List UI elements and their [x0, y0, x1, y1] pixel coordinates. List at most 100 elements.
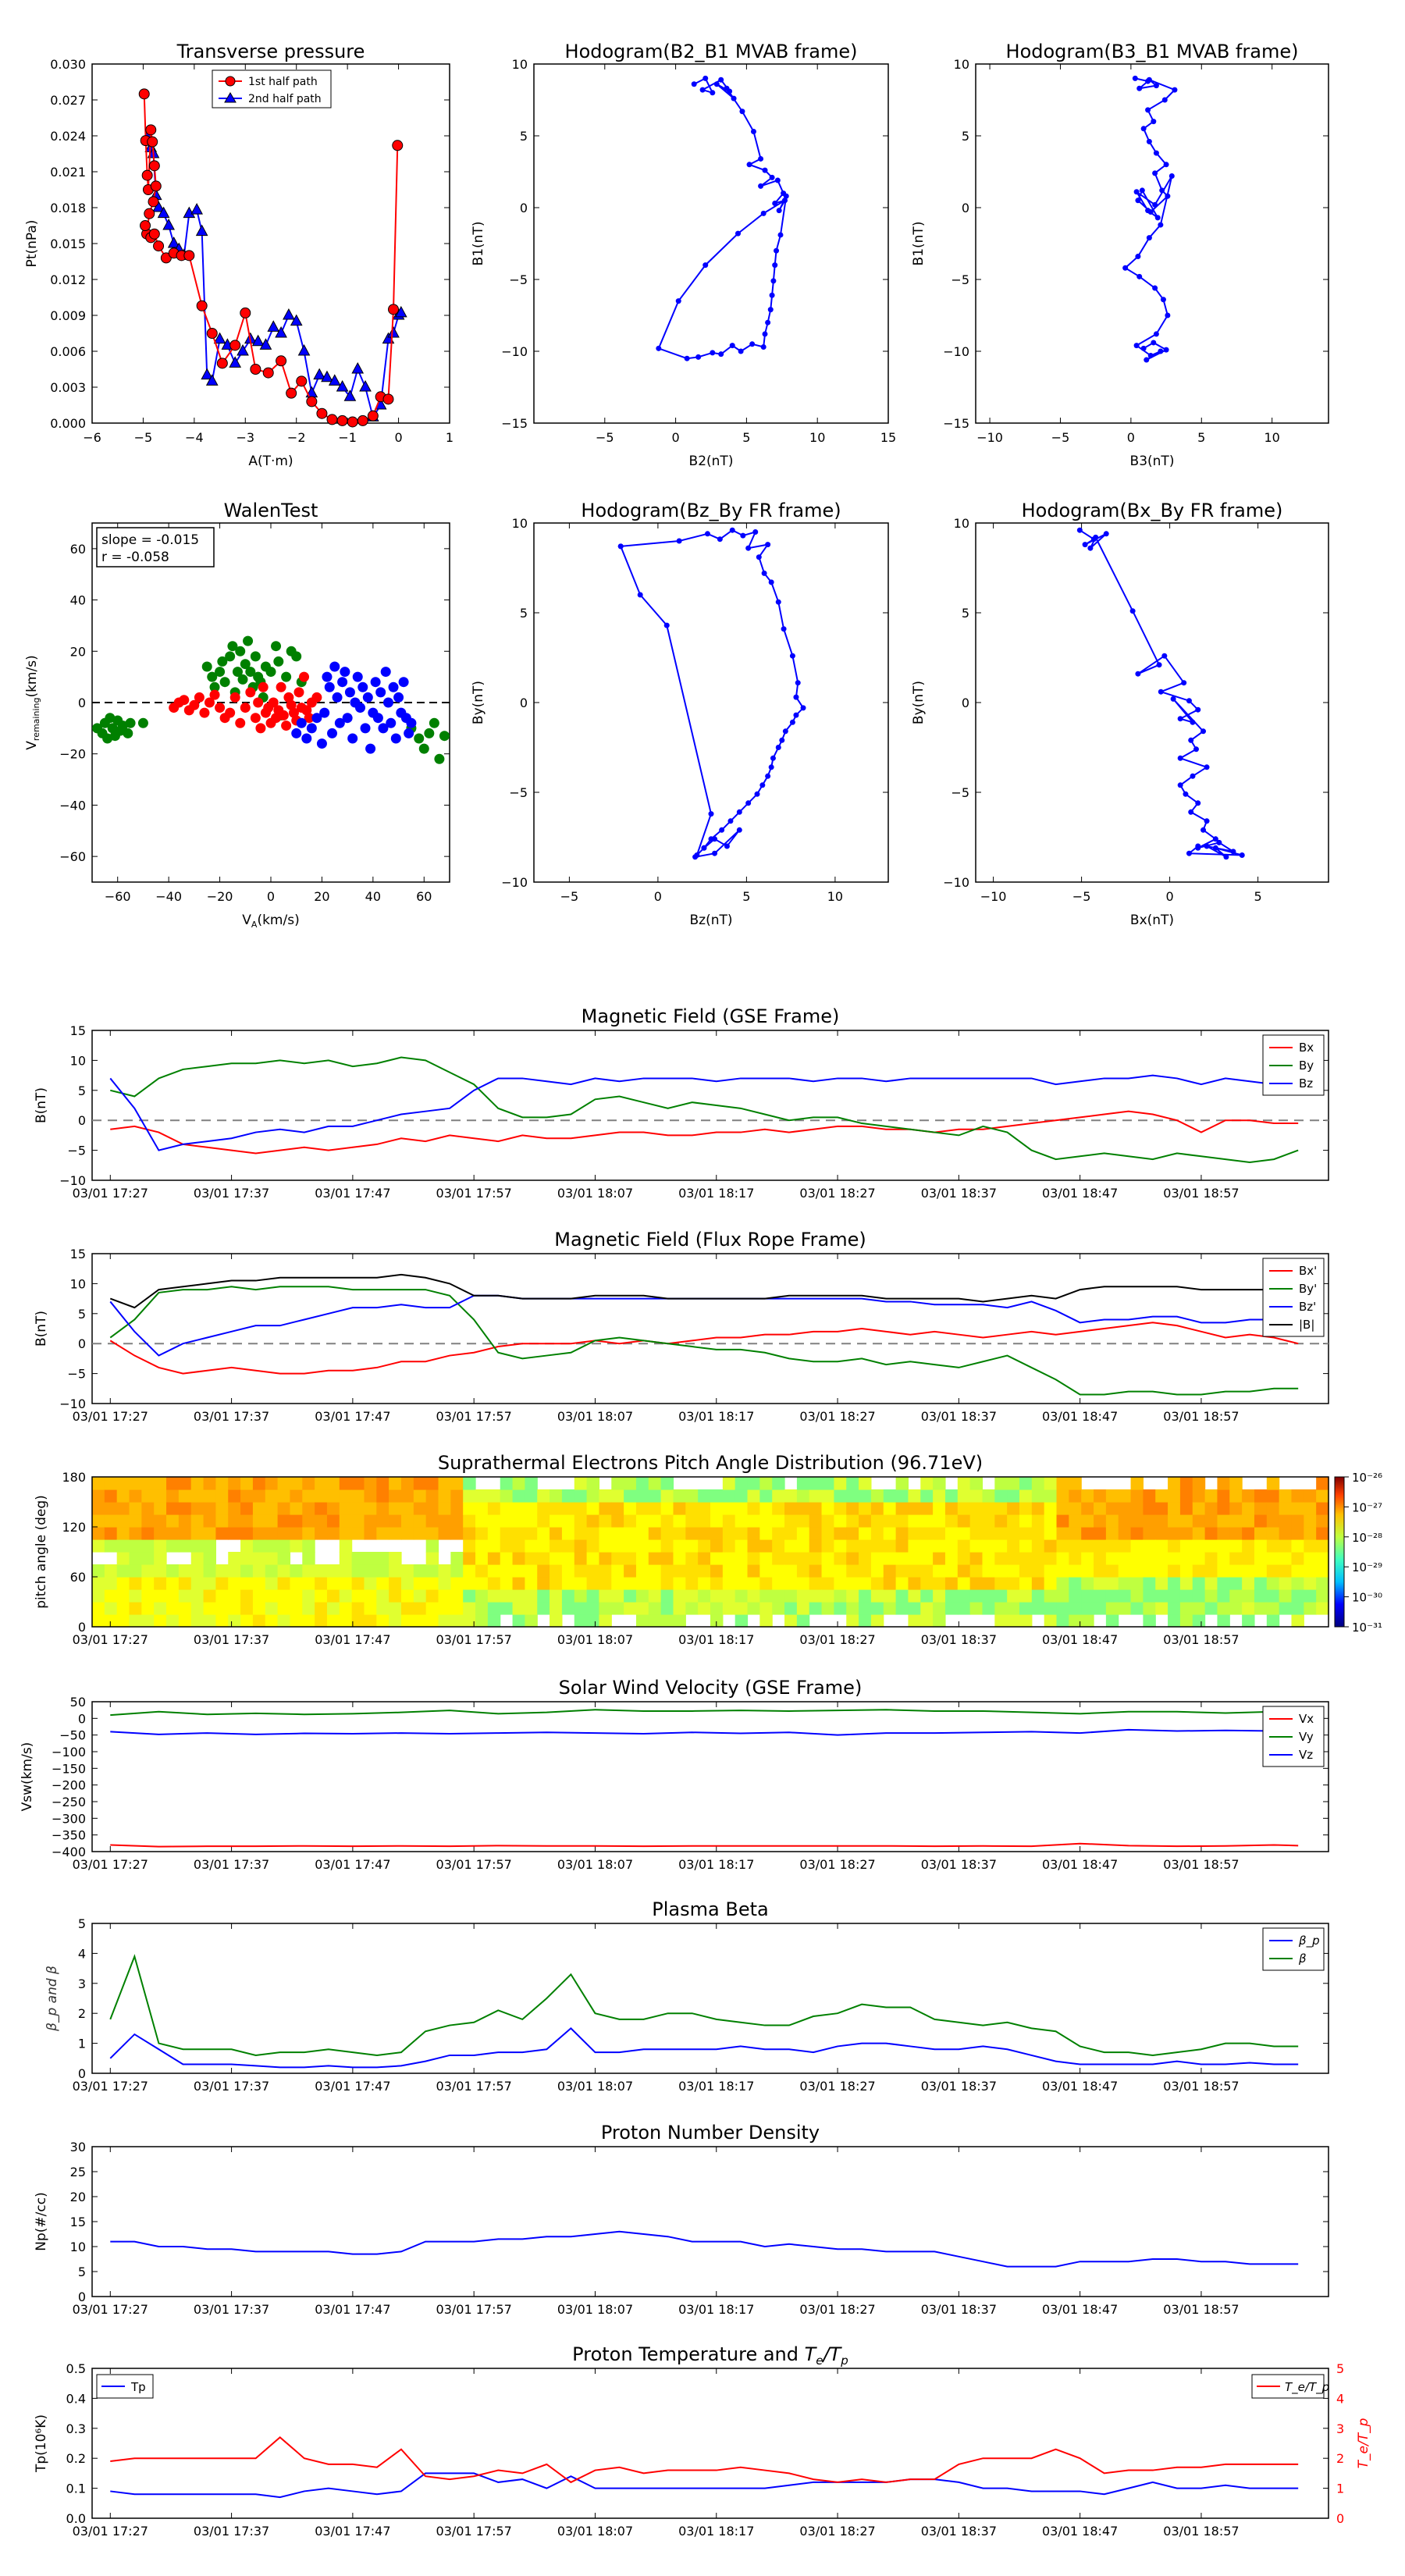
heatmap-cell: [1044, 1564, 1058, 1578]
heatmap-cell: [821, 1477, 834, 1490]
heatmap-cell: [1229, 1602, 1243, 1615]
data-series: [110, 2435, 1299, 2499]
heatmap-cell: [685, 1502, 699, 1515]
data-point: [199, 707, 210, 718]
heatmap-cell: [116, 1577, 130, 1590]
heatmap-cell: [648, 1602, 662, 1615]
heatmap-cell: [1056, 1502, 1069, 1515]
data-point: [1172, 87, 1178, 93]
legend-label: |B|: [1299, 1318, 1314, 1332]
heatmap-cell: [747, 1577, 760, 1590]
data-point: [251, 334, 265, 347]
data-point: [1132, 75, 1138, 81]
heatmap-cell: [438, 1602, 451, 1615]
heatmap-cell: [376, 1564, 389, 1578]
y-tick-label: −400: [52, 1845, 86, 1859]
heatmap-cell: [599, 1589, 612, 1603]
heatmap-cell: [784, 1552, 798, 1565]
heatmap-cell: [1044, 1602, 1058, 1615]
data-point: [293, 687, 304, 698]
heatmap-cell: [624, 1489, 637, 1503]
heatmap-cell: [1192, 1564, 1206, 1578]
series-line: [109, 1074, 1299, 1151]
heatmap-cell: [747, 1527, 760, 1540]
time-tick-label: 03/01 17:37: [194, 2524, 269, 2539]
heatmap-cell: [525, 1614, 538, 1628]
series-line: [657, 77, 788, 360]
heatmap-cell: [1143, 1489, 1156, 1503]
y2-axis-label: T_e/T_p: [1356, 2418, 1371, 2468]
heatmap-cell: [1266, 1514, 1280, 1528]
heatmap-cell: [438, 1477, 451, 1490]
data-point: [1103, 531, 1109, 537]
heatmap-cell: [154, 1477, 167, 1490]
heatmap-cell: [982, 1502, 995, 1515]
heatmap-cell: [821, 1577, 834, 1590]
heatmap-cell: [908, 1602, 921, 1615]
heatmap-cell: [487, 1489, 501, 1503]
data-point: [1200, 728, 1207, 735]
x-tick-label: −60: [105, 889, 131, 904]
heatmap-cell: [586, 1552, 600, 1565]
time-tick-label: 03/01 18:07: [557, 2302, 633, 2317]
y-tick-label: −15: [501, 416, 528, 431]
heatmap-cell: [537, 1539, 550, 1553]
time-tick-label: 03/01 18:37: [921, 2302, 997, 2317]
heatmap-cell: [759, 1477, 773, 1490]
data-point: [1204, 843, 1210, 849]
heatmap-cell: [1192, 1477, 1206, 1490]
data-point: [125, 717, 136, 728]
heatmap-cell: [1291, 1589, 1304, 1603]
heatmap-cell: [933, 1602, 946, 1615]
heatmap-cell: [1044, 1477, 1058, 1490]
data-point: [712, 850, 718, 856]
heatmap-cell: [475, 1614, 489, 1628]
heatmap-cell: [957, 1527, 971, 1540]
heatmap-cell: [92, 1577, 105, 1590]
heatmap-cell: [413, 1589, 427, 1603]
heatmap-cell: [933, 1502, 946, 1515]
data-point: [296, 717, 307, 728]
heatmap-cell: [389, 1489, 402, 1503]
heatmap-cell: [982, 1514, 995, 1528]
chart-title: Proton Number Density: [601, 2122, 820, 2144]
heatmap-cell: [129, 1614, 142, 1628]
heatmap-cell: [1118, 1589, 1132, 1603]
heatmap-cell: [1254, 1577, 1268, 1590]
heatmap-cell: [611, 1552, 624, 1565]
heatmap-cell: [1229, 1577, 1243, 1590]
heatmap-cell: [463, 1539, 476, 1553]
heatmap-cell: [648, 1514, 662, 1528]
heatmap-cell: [895, 1477, 909, 1490]
chart-title: Hodogram(Bx_By FR frame): [1022, 500, 1283, 521]
heatmap-cell: [933, 1614, 946, 1628]
heatmap-cell: [821, 1564, 834, 1578]
heatmap-cell: [339, 1489, 353, 1503]
heatmap-cell: [1130, 1539, 1144, 1553]
heatmap-cell: [339, 1539, 353, 1553]
data-point: [253, 697, 264, 708]
y-tick-label: −10: [501, 875, 528, 890]
heatmap-cell: [1316, 1502, 1329, 1515]
series-line: [109, 1294, 1299, 1357]
heatmap-cell: [624, 1502, 637, 1515]
y-tick-label: −350: [52, 1828, 86, 1843]
data-series: [110, 1709, 1299, 1848]
axis-ticks: −6 −5 −4 −3 −2 −1 0 10.0000.0030.0060.0090.0120…: [50, 57, 454, 445]
data-point: [713, 81, 720, 87]
heatmap-cell: [92, 1602, 105, 1615]
heatmap-cell: [475, 1489, 489, 1503]
data-point: [1212, 836, 1218, 842]
x-tick-label: 0: [672, 430, 680, 445]
heatmap-cell: [1031, 1477, 1045, 1490]
chart-title: Hodogram(Bz_By FR frame): [581, 500, 841, 521]
y-tick-label: 0.021: [50, 165, 86, 180]
heatmap-cell: [982, 1552, 995, 1565]
heatmap-cell: [537, 1589, 550, 1603]
heatmap-cell: [624, 1539, 637, 1553]
heatmap-cell: [870, 1527, 884, 1540]
heatmap-cell: [1179, 1514, 1193, 1528]
heatmap-cell: [215, 1527, 229, 1540]
data-point: [793, 712, 799, 718]
time-tick-label: 03/01 18:17: [678, 2079, 754, 2094]
